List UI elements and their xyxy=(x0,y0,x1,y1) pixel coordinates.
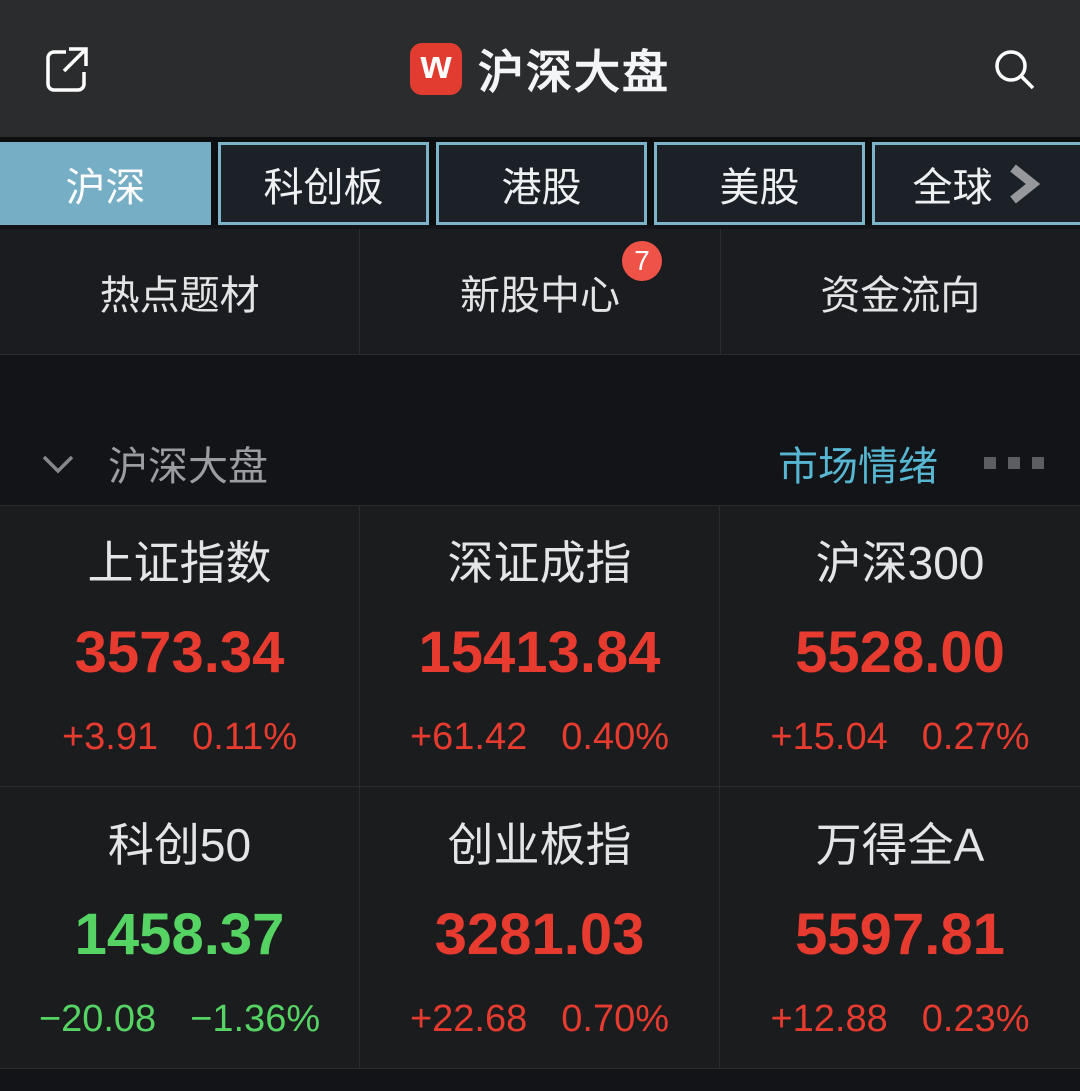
index-grid: 上证指数 3573.34 +3.91 0.11% 深证成指 15413.84 +… xyxy=(0,505,1080,1069)
share-icon[interactable] xyxy=(40,43,92,95)
market-sentiment-link[interactable]: 市场情绪 xyxy=(778,444,938,489)
index-value: 5597.81 xyxy=(795,901,1005,967)
chevron-down-icon[interactable] xyxy=(36,441,80,485)
app-logo: w xyxy=(410,42,462,95)
tab-label: 港股 xyxy=(501,165,582,210)
tab-label: 科创板 xyxy=(263,165,384,210)
quick-menu-row: 热点题材 新股中心 7 资金流向 xyxy=(0,229,1080,355)
index-change-pct: −1.36% xyxy=(190,997,321,1040)
bottom-strip xyxy=(0,1069,1080,1091)
index-change-pct: 0.11% xyxy=(192,716,298,758)
menu-label: 资金流向 xyxy=(820,273,981,318)
index-change: +12.88 xyxy=(770,997,888,1040)
index-value: 3573.34 xyxy=(74,620,285,685)
section-header: 沪深大盘 市场情绪 xyxy=(0,420,1080,505)
index-change: +22.68 xyxy=(409,997,528,1040)
tab-meigu[interactable]: 美股 xyxy=(654,142,865,225)
index-card-hushen300[interactable]: 沪深300 5528.00 +15.04 0.27% xyxy=(720,506,1080,787)
title-group: w 沪深大盘 xyxy=(0,0,1080,137)
page-title: 沪深大盘 xyxy=(478,45,670,98)
tab-quanqiu[interactable]: 全球 xyxy=(872,142,1080,225)
index-card-wandequanA[interactable]: 万得全A 5597.81 +12.88 0.23% xyxy=(720,787,1080,1068)
menu-label: 新股中心 xyxy=(459,273,620,318)
tab-label: 沪深 xyxy=(65,165,146,210)
index-value: 15413.84 xyxy=(418,620,661,685)
index-change: +15.04 xyxy=(770,716,888,758)
section-title: 沪深大盘 xyxy=(108,444,268,489)
top-bar: w 沪深大盘 xyxy=(0,0,1080,137)
index-value: 3281.03 xyxy=(434,901,645,967)
index-change-pct: 0.27% xyxy=(921,716,1030,758)
index-card-kechuang50[interactable]: 科创50 1458.37 −20.08 −1.36% xyxy=(0,787,360,1068)
more-options-icon[interactable] xyxy=(984,456,1044,469)
spacer xyxy=(0,355,1080,420)
menu-item-hot-topics[interactable]: 热点题材 xyxy=(0,229,359,354)
index-card-chuangyeban[interactable]: 创业板指 3281.03 +22.68 0.70% xyxy=(360,787,720,1068)
index-value: 1458.37 xyxy=(74,901,285,967)
search-icon[interactable] xyxy=(988,43,1040,95)
index-name: 创业板指 xyxy=(447,818,632,871)
index-card-shenzheng[interactable]: 深证成指 15413.84 +61.42 0.40% xyxy=(360,506,720,787)
tab-ganggu[interactable]: 港股 xyxy=(436,142,647,225)
tab-label: 全球 xyxy=(912,165,993,210)
index-change: +61.42 xyxy=(409,716,528,758)
index-name: 深证成指 xyxy=(447,537,632,589)
tab-kechuangban[interactable]: 科创板 xyxy=(218,142,429,225)
index-card-shangzheng[interactable]: 上证指数 3573.34 +3.91 0.11% xyxy=(0,506,360,787)
chevron-right-icon xyxy=(1003,158,1043,210)
menu-label: 热点题材 xyxy=(99,273,260,318)
index-name: 沪深300 xyxy=(815,537,985,589)
index-name: 上证指数 xyxy=(87,537,272,589)
index-value: 5528.00 xyxy=(795,620,1005,685)
notification-badge: 7 xyxy=(621,240,662,281)
index-name: 万得全A xyxy=(815,818,985,871)
index-change-pct: 0.23% xyxy=(921,997,1030,1040)
tab-hushen[interactable]: 沪深 xyxy=(0,142,211,225)
menu-item-fund-flow[interactable]: 资金流向 xyxy=(719,229,1080,354)
index-name: 科创50 xyxy=(107,818,252,871)
tab-label: 美股 xyxy=(719,165,800,210)
market-tab-bar: 沪深 科创板 港股 美股 全球 xyxy=(0,137,1080,225)
index-change: +3.91 xyxy=(61,716,159,758)
index-change-pct: 0.70% xyxy=(561,997,670,1040)
menu-item-new-stock-center[interactable]: 新股中心 7 xyxy=(359,229,719,354)
index-change-pct: 0.40% xyxy=(561,716,670,758)
index-change: −20.08 xyxy=(38,997,157,1040)
